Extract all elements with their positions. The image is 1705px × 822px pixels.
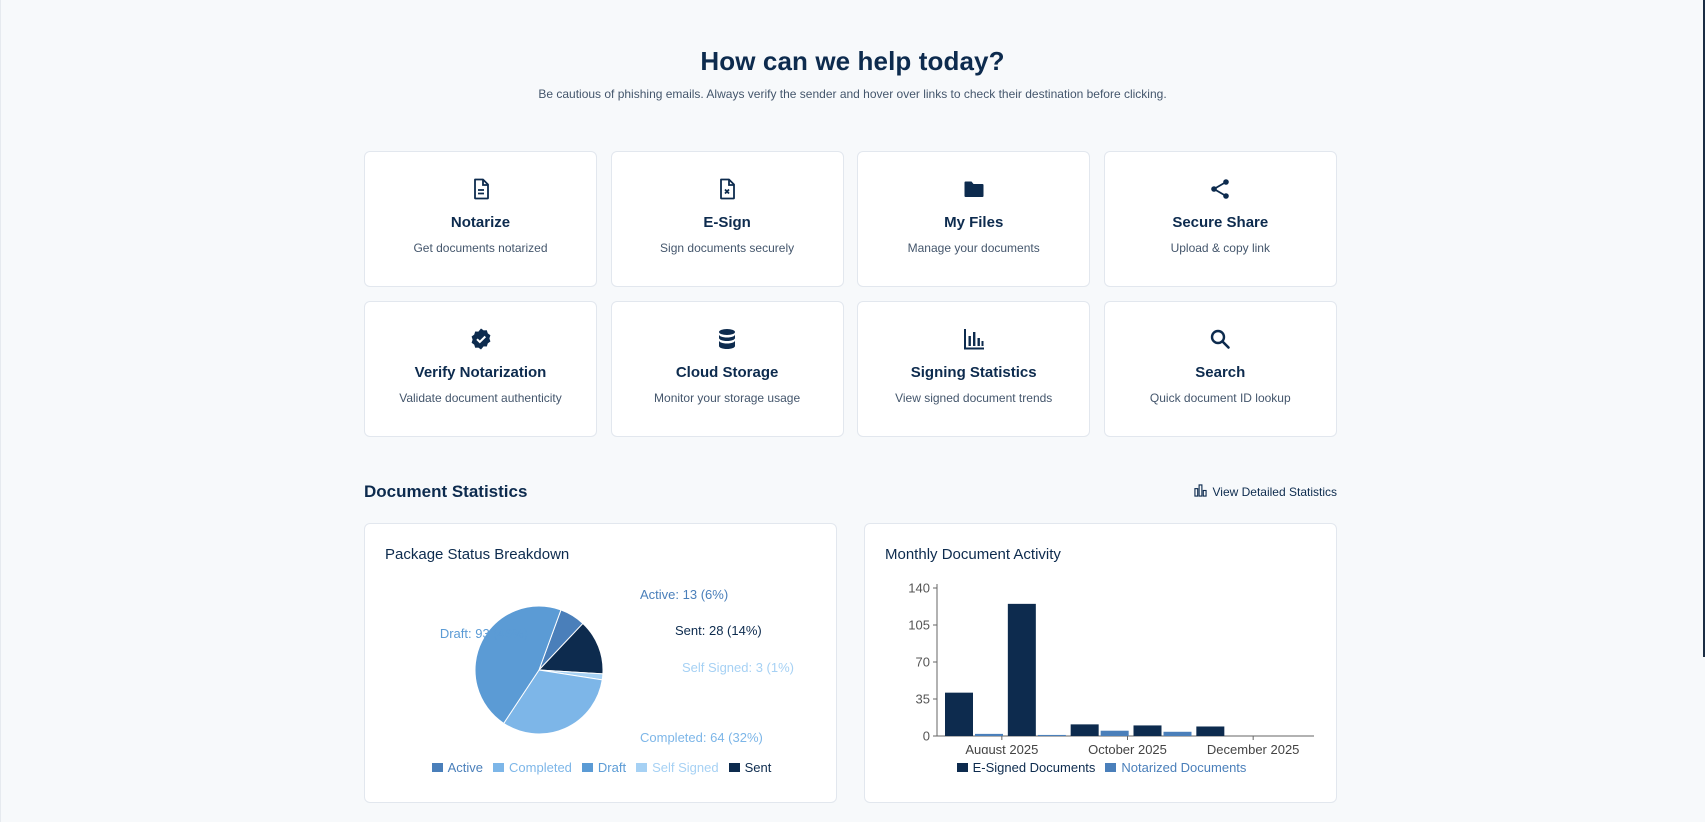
card-secure-share[interactable]: Secure Share Upload & copy link	[1103, 151, 1337, 287]
page-title: How can we help today?	[700, 46, 1005, 76]
legend-label: Sent	[744, 760, 772, 775]
card-e-sign[interactable]: E-Sign Sign documents securely	[610, 151, 844, 287]
verified-badge-icon	[469, 327, 493, 351]
card-title: Verify Notarization	[414, 364, 547, 381]
card-subtitle: Manage your documents	[907, 241, 1040, 255]
pie-slice-draft[interactable]	[474, 605, 562, 725]
y-tick-label: 105	[908, 618, 930, 633]
legend-item-active[interactable]: Active	[431, 760, 484, 775]
card-subtitle: Quick document ID lookup	[1149, 391, 1291, 405]
legend-label: Completed	[509, 760, 572, 775]
action-cards: Notarize Get documents notarized E-Sign …	[364, 151, 1337, 437]
y-tick-label: 70	[916, 655, 930, 670]
x-tick-label: October 2025	[1088, 742, 1167, 754]
card-title: Notarize	[450, 214, 511, 231]
pie-label-sent: Sent: 28 (14%)	[675, 623, 762, 638]
legend-swatch	[1105, 763, 1117, 772]
legend-label: Active	[447, 760, 484, 775]
bar-e-signed-documents-aug-2025[interactable]	[1007, 603, 1036, 736]
bar-chart: 0 35 70 105 140 August 2025 October 2025 Decemb…	[908, 581, 1314, 754]
legend-item-draft[interactable]: Draft	[581, 760, 627, 775]
legend-item-completed[interactable]: Completed	[493, 760, 572, 775]
legend-item-sent[interactable]: Sent	[728, 760, 772, 775]
legend-swatch	[581, 763, 593, 772]
legend-swatch	[956, 763, 968, 772]
bar-e-signed-documents-oct-2025[interactable]	[1133, 725, 1162, 736]
card-subtitle: Validate document authenticity	[399, 391, 562, 405]
card-subtitle: Sign documents securely	[660, 241, 795, 255]
bar-notarized-documents-sep-2025[interactable]	[1100, 730, 1129, 736]
view-detailed-statistics-link[interactable]: View Detailed Statistics	[1193, 484, 1338, 500]
folder-icon	[962, 177, 986, 201]
pie-label-completed: Completed: 64 (32%)	[640, 730, 763, 745]
left-border	[0, 0, 1, 822]
pie-label-active: Active: 13 (6%)	[640, 587, 728, 602]
section-title: Document Statistics	[364, 482, 528, 501]
link-label: View Detailed Statistics	[1212, 485, 1338, 499]
pie-slice-sent[interactable]	[537, 622, 604, 675]
card-my-files[interactable]: My Files Manage your documents	[857, 151, 1091, 287]
legend-label: Draft	[597, 760, 627, 775]
y-tick-label: 0	[923, 729, 930, 744]
pie-chart: Active: 13 (6%) Sent: 28 (14%) Self Signed…	[440, 587, 794, 745]
pie-legend: Active Completed Draft Self Signed Sent	[365, 760, 838, 775]
monthly-activity-panel: Monthly Document Activity 0 35 70 105 140 Aug…	[864, 523, 1337, 803]
bar-e-signed-documents-nov-2025[interactable]	[1196, 726, 1225, 736]
document-x-icon	[715, 177, 739, 201]
bar-e-signed-documents-sep-2025[interactable]	[1070, 724, 1099, 736]
x-tick-label: December 2025	[1207, 742, 1300, 754]
card-verify-notarization[interactable]: Verify Notarization Validate document au…	[364, 301, 597, 437]
card-title: Signing Statistics	[910, 364, 1037, 381]
card-subtitle: Upload & copy link	[1170, 241, 1270, 255]
package-status-panel: Package Status Breakdown Active: 13 (6%)…	[364, 523, 837, 803]
bar-notarized-documents-jul-2025[interactable]	[975, 733, 1003, 736]
x-tick-label: August 2025	[965, 742, 1038, 754]
card-subtitle: View signed document trends	[895, 391, 1053, 405]
phishing-warning: Be cautious of phishing emails. Always v…	[538, 87, 1167, 101]
legend-swatch	[728, 763, 740, 772]
card-notarize[interactable]: Notarize Get documents notarized	[364, 151, 597, 287]
chart-title: Monthly Document Activity	[885, 546, 1061, 563]
card-title: My Files	[944, 214, 1004, 231]
scrollbar[interactable]	[1703, 0, 1705, 657]
card-subtitle: Monitor your storage usage	[654, 391, 801, 405]
legend-swatch	[636, 763, 648, 772]
pie-label-self-signed: Self Signed: 3 (1%)	[682, 660, 794, 675]
card-signing-statistics[interactable]: Signing Statistics View signed document …	[857, 301, 1091, 437]
card-cloud-storage[interactable]: Cloud Storage Monitor your storage usage	[610, 301, 844, 437]
bar-chart-icon	[1193, 484, 1207, 500]
legend-swatch	[493, 763, 505, 772]
pie-label-draft: Draft: 93 (46%)	[440, 626, 528, 641]
legend-label: E-Signed Documents	[972, 760, 1096, 775]
bar-notarized-documents-oct-2025[interactable]	[1163, 731, 1192, 736]
legend-label: Self Signed	[652, 760, 719, 775]
bar-chart-icon	[962, 327, 986, 351]
legend-swatch	[431, 763, 443, 772]
card-title: Secure Share	[1172, 214, 1269, 231]
card-search[interactable]: Search Quick document ID lookup	[1103, 301, 1337, 437]
card-subtitle: Get documents notarized	[413, 241, 548, 255]
legend-item-self-signed[interactable]: Self Signed	[636, 760, 719, 775]
pie-slice-completed[interactable]	[502, 669, 603, 735]
legend-item-e-signed-documents[interactable]: E-Signed Documents	[956, 760, 1096, 775]
search-icon	[1208, 327, 1232, 351]
card-title: E-Sign	[703, 214, 751, 231]
y-tick-label: 35	[916, 692, 930, 707]
bar-e-signed-documents-jul-2025[interactable]	[945, 692, 973, 736]
document-icon	[469, 177, 493, 201]
legend-label: Notarized Documents	[1121, 760, 1247, 775]
chart-title: Package Status Breakdown	[385, 546, 570, 563]
statistics-header: Document Statistics View Detailed Statis…	[364, 480, 1337, 504]
hero: How can we help today? Be cautious of ph…	[0, 46, 1705, 101]
share-icon	[1208, 177, 1232, 201]
card-title: Search	[1195, 364, 1246, 381]
bar-notarized-documents-aug-2025[interactable]	[1037, 734, 1066, 736]
card-title: Cloud Storage	[675, 364, 779, 381]
bar-legend: E-Signed Documents Notarized Documents	[865, 760, 1338, 775]
database-icon	[715, 327, 739, 351]
legend-item-notarized-documents[interactable]: Notarized Documents	[1105, 760, 1246, 775]
y-tick-label: 140	[908, 581, 930, 596]
